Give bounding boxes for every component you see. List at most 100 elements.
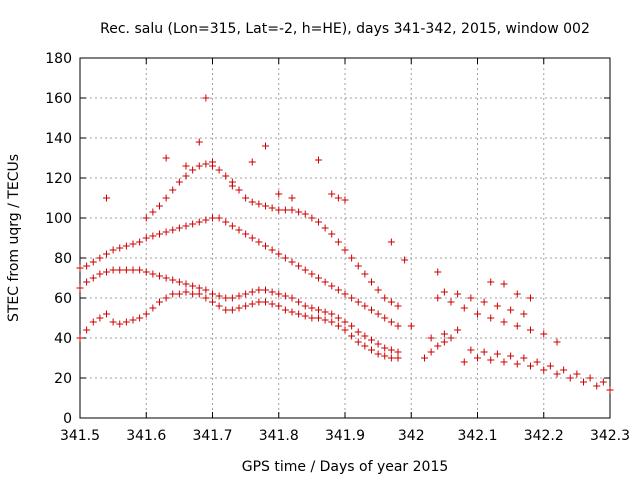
- data-point-marker: [513, 322, 521, 330]
- data-point-marker: [301, 210, 309, 218]
- data-point-marker: [215, 214, 223, 222]
- data-point-marker: [89, 318, 97, 326]
- data-point-marker: [182, 222, 190, 230]
- data-point-marker: [268, 246, 276, 254]
- data-point-marker: [440, 288, 448, 296]
- data-point-marker: [295, 262, 303, 270]
- data-point-marker: [315, 274, 322, 282]
- data-point-marker: [361, 270, 369, 278]
- data-point-marker: [447, 334, 455, 342]
- data-point-marker: [321, 316, 329, 324]
- data-point-marker: [122, 242, 130, 250]
- data-point-marker: [440, 330, 448, 338]
- data-point-marker: [553, 370, 561, 378]
- data-point-marker: [149, 304, 157, 312]
- data-point-marker: [116, 244, 124, 252]
- data-point-marker: [560, 366, 568, 374]
- data-point-marker: [341, 196, 349, 204]
- data-point-marker: [354, 338, 362, 346]
- data-point-marker: [195, 284, 203, 292]
- y-tick-label: 100: [45, 211, 72, 227]
- data-point-marker: [427, 348, 435, 356]
- data-point-marker: [467, 346, 475, 354]
- data-point-marker: [328, 318, 336, 326]
- data-point-marker: [169, 186, 177, 194]
- data-point-marker: [374, 310, 382, 318]
- data-point-marker: [228, 294, 236, 302]
- data-point-marker: [109, 246, 117, 254]
- data-point-marker: [527, 362, 534, 370]
- data-point-marker: [162, 294, 170, 302]
- data-point-marker: [348, 322, 356, 330]
- data-point-marker: [136, 266, 144, 274]
- y-tick-label: 20: [54, 371, 72, 387]
- data-point-marker: [454, 290, 462, 298]
- data-point-marker: [76, 264, 84, 272]
- data-point-marker: [361, 342, 369, 350]
- data-point-marker: [308, 314, 316, 322]
- data-point-marker: [334, 238, 342, 246]
- data-point-marker: [195, 218, 203, 226]
- data-point-marker: [169, 276, 177, 284]
- data-point-marker: [189, 166, 197, 174]
- data-point-marker: [500, 358, 508, 366]
- data-point-marker: [149, 270, 157, 278]
- y-tick-label: 0: [63, 411, 72, 427]
- data-point-marker: [527, 294, 534, 302]
- data-point-marker: [202, 160, 210, 168]
- data-point-marker: [235, 304, 243, 312]
- data-point-marker: [540, 366, 548, 374]
- data-point-marker: [387, 354, 395, 362]
- data-point-marker: [328, 230, 336, 238]
- y-tick-label: 160: [45, 91, 72, 107]
- data-point-marker: [334, 322, 342, 330]
- data-point-marker: [209, 158, 216, 166]
- data-point-marker: [348, 254, 356, 262]
- data-point-marker: [89, 258, 97, 266]
- data-point-marker: [540, 330, 548, 338]
- data-point-marker: [195, 138, 203, 146]
- data-point-marker: [580, 378, 587, 386]
- data-point-marker: [381, 314, 389, 322]
- data-point-marker: [394, 302, 402, 310]
- data-point-marker: [487, 314, 495, 322]
- data-point-marker: [474, 310, 481, 318]
- data-point-marker: [394, 348, 402, 356]
- data-point-marker: [440, 338, 448, 346]
- data-point-marker: [341, 290, 349, 298]
- data-point-marker: [195, 290, 203, 298]
- data-point-marker: [354, 262, 362, 270]
- data-point-marker: [500, 318, 508, 326]
- data-point-marker: [487, 278, 495, 286]
- data-point-marker: [467, 294, 475, 302]
- data-point-marker: [599, 378, 607, 386]
- data-point-marker: [354, 298, 362, 306]
- data-point-marker: [162, 154, 170, 162]
- data-point-marker: [308, 270, 316, 278]
- data-point-marker: [142, 234, 150, 242]
- data-point-marker: [434, 268, 442, 276]
- data-point-marker: [460, 304, 468, 312]
- data-point-marker: [262, 142, 269, 150]
- data-point-marker: [76, 334, 84, 342]
- data-point-marker: [209, 214, 216, 222]
- data-point-marker: [454, 326, 462, 334]
- data-point-marker: [480, 298, 488, 306]
- data-point-marker: [493, 350, 501, 358]
- data-point-marker: [301, 266, 309, 274]
- data-point-marker: [288, 258, 296, 266]
- data-point-marker: [222, 306, 230, 314]
- data-point-marker: [248, 158, 256, 166]
- data-point-marker: [169, 226, 177, 234]
- data-point-marker: [401, 256, 409, 264]
- data-point-marker: [507, 352, 515, 360]
- data-point-marker: [175, 290, 183, 298]
- data-point-marker: [149, 232, 157, 240]
- data-point-marker: [301, 302, 309, 310]
- data-point-marker: [235, 226, 243, 234]
- data-point-marker: [288, 194, 296, 202]
- data-point-marker: [281, 254, 289, 262]
- data-point-marker: [374, 350, 382, 358]
- data-point-marker: [248, 234, 256, 242]
